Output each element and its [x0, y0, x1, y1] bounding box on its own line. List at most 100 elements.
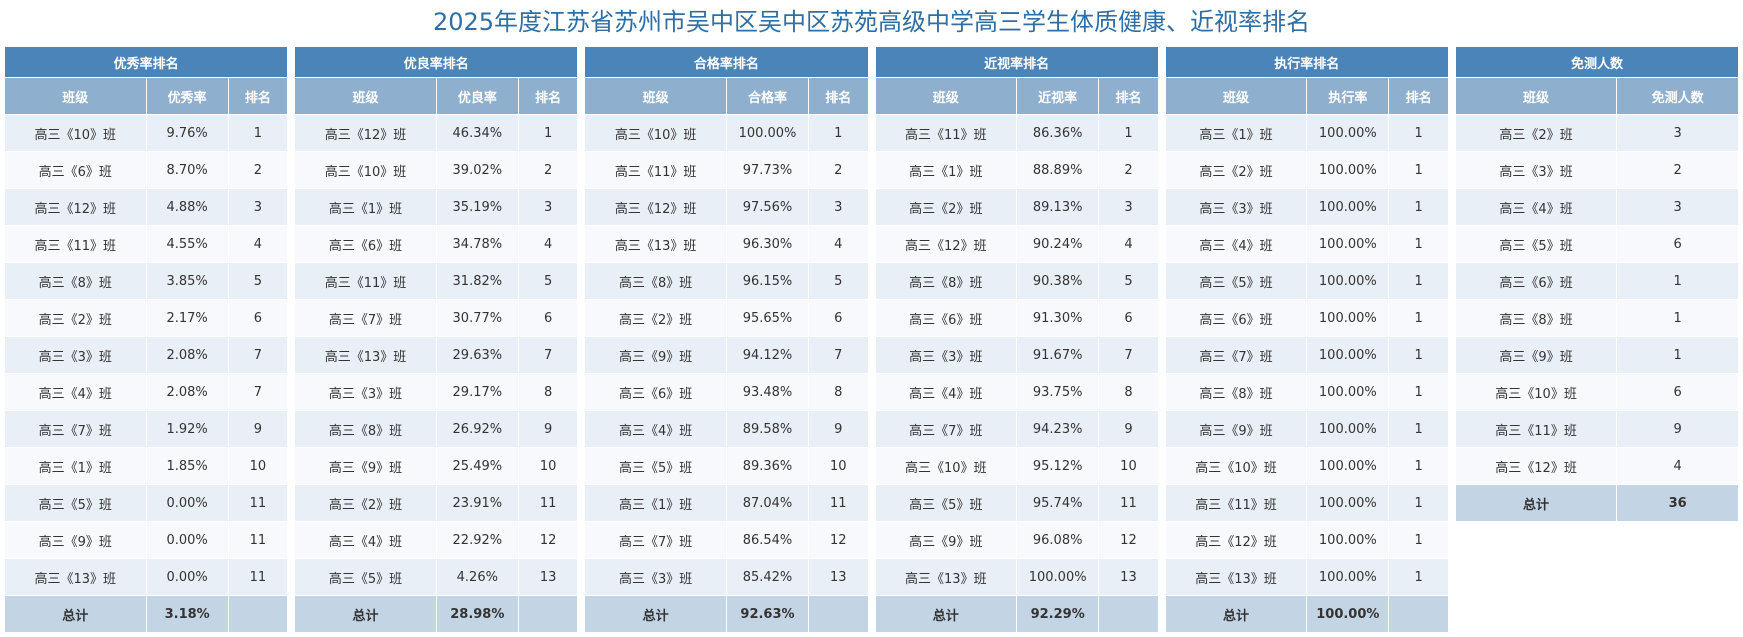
table-row: 高三《6》班 8.70% 2	[4, 151, 289, 189]
table-cell: 1	[517, 114, 579, 152]
table-row: 高三《4》班 100.00% 1	[1164, 225, 1449, 263]
table-row: 高三《3》班 2	[1454, 151, 1740, 189]
column-header: 班级	[1164, 77, 1308, 115]
table-cell: 11	[227, 521, 289, 559]
total-cell	[517, 595, 579, 633]
table-cell: 6	[808, 299, 869, 337]
table-cell: 3	[808, 188, 869, 226]
table-cell: 高三《9》班	[874, 521, 1018, 559]
table-row: 高三《11》班 9	[1454, 410, 1740, 448]
table-cell: 3	[1616, 188, 1740, 226]
table-cell: 高三《9》班	[294, 447, 437, 485]
table-cell: 5	[517, 262, 579, 300]
table-row: 高三《11》班 4.55% 4	[4, 225, 289, 263]
table-cell: 高三《4》班	[1454, 188, 1618, 226]
column-header: 排名	[517, 77, 579, 115]
table-row: 高三《8》班 3.85% 5	[4, 262, 289, 300]
table-cell: 35.19%	[435, 188, 519, 226]
column-header: 排名	[808, 77, 869, 115]
table-cell: 100.00%	[1306, 447, 1390, 485]
table-row: 高三《4》班 89.58% 9	[584, 410, 869, 448]
table-cell: 高三《2》班	[584, 299, 727, 337]
table-row: 高三《6》班 100.00% 1	[1164, 299, 1449, 337]
table-cell: 1	[1388, 336, 1449, 374]
table-row: 高三《12》班 90.24% 4	[874, 225, 1159, 263]
table-title: 合格率排名	[584, 46, 869, 78]
table-cell: 高三《2》班	[874, 188, 1018, 226]
table-cell: 2	[517, 151, 579, 189]
table-cell: 高三《8》班	[1164, 373, 1308, 411]
table-row: 高三《4》班 22.92% 12	[294, 521, 579, 559]
table-cell: 4.88%	[145, 188, 229, 226]
table-cell: 7	[227, 373, 289, 411]
table-cell: 39.02%	[435, 151, 519, 189]
table-cell: 高三《6》班	[874, 299, 1018, 337]
table-cell: 高三《4》班	[4, 373, 147, 411]
column-header: 优良率	[435, 77, 519, 115]
table-cell: 2	[1616, 151, 1740, 189]
table-row: 高三《11》班 31.82% 5	[294, 262, 579, 300]
table-cell: 5	[808, 262, 869, 300]
table-cell: 高三《6》班	[584, 373, 727, 411]
table-row: 高三《12》班 4.88% 3	[4, 188, 289, 226]
table-cell: 1	[1388, 188, 1449, 226]
ranking-table: 合格率排名 班级 合格率 排名 高三《10》班 100.00% 1 高三《11》班 97.73%…	[584, 46, 869, 633]
table-cell: 高三《5》班	[874, 484, 1018, 522]
table-cell: 3	[1616, 114, 1740, 152]
table-cell: 高三《2》班	[4, 299, 147, 337]
table-row: 高三《12》班 100.00% 1	[1164, 521, 1449, 559]
table-cell: 89.13%	[1016, 188, 1100, 226]
table-cell: 11	[517, 484, 579, 522]
total-row: 总计 3.18%	[4, 595, 289, 633]
table-row: 高三《1》班 35.19% 3	[294, 188, 579, 226]
table-title: 免测人数	[1454, 46, 1740, 78]
table-cell: 13	[1098, 558, 1159, 596]
table-cell: 1	[1098, 114, 1159, 152]
table-cell: 1	[1616, 299, 1740, 337]
total-cell: 100.00%	[1306, 595, 1390, 633]
table-row: 高三《13》班 96.30% 4	[584, 225, 869, 263]
table-cell: 10	[808, 447, 869, 485]
total-cell: 92.29%	[1016, 595, 1100, 633]
table-row: 高三《6》班 1	[1454, 262, 1740, 300]
ranking-table: 执行率排名 班级 执行率 排名 高三《1》班 100.00% 1 高三《2》班 100.00% 1…	[1164, 46, 1449, 633]
table-cell: 高三《2》班	[1164, 151, 1308, 189]
table-cell: 100.00%	[1306, 336, 1390, 374]
table-cell: 0.00%	[145, 558, 229, 596]
table-row: 高三《2》班 89.13% 3	[874, 188, 1159, 226]
table-cell: 29.17%	[435, 373, 519, 411]
table-cell: 高三《8》班	[874, 262, 1018, 300]
table-row: 高三《10》班 6	[1454, 373, 1740, 411]
table-cell: 34.78%	[435, 225, 519, 263]
table-cell: 25.49%	[435, 447, 519, 485]
table-cell: 高三《13》班	[4, 558, 147, 596]
table-row: 高三《3》班 91.67% 7	[874, 336, 1159, 374]
table-cell: 4	[808, 225, 869, 263]
total-row: 总计 28.98%	[294, 595, 579, 633]
table-row: 高三《9》班 1	[1454, 336, 1740, 374]
table-row: 高三《13》班 100.00% 1	[1164, 558, 1449, 596]
table-row: 高三《10》班 95.12% 10	[874, 447, 1159, 485]
table-cell: 100.00%	[1306, 262, 1390, 300]
table-cell: 96.30%	[725, 225, 810, 263]
table-cell: 88.89%	[1016, 151, 1100, 189]
column-header: 合格率	[725, 77, 810, 115]
table-cell: 9	[227, 410, 289, 448]
table-row: 高三《4》班 2.08% 7	[4, 373, 289, 411]
total-cell: 总计	[1454, 484, 1618, 522]
table-row: 高三《11》班 86.36% 1	[874, 114, 1159, 152]
table-cell: 96.08%	[1016, 521, 1100, 559]
table-cell: 高三《13》班	[584, 225, 727, 263]
table-cell: 4	[227, 225, 289, 263]
total-cell: 总计	[1164, 595, 1308, 633]
table-row: 高三《9》班 25.49% 10	[294, 447, 579, 485]
table-cell: 2	[227, 151, 289, 189]
table-row: 高三《6》班 93.48% 8	[584, 373, 869, 411]
table-cell: 高三《12》班	[294, 114, 437, 152]
table-cell: 高三《5》班	[584, 447, 727, 485]
table-cell: 高三《5》班	[1454, 225, 1618, 263]
column-header: 班级	[584, 77, 727, 115]
table-cell: 8.70%	[145, 151, 229, 189]
table-cell: 高三《7》班	[874, 410, 1018, 448]
table-row: 高三《1》班 88.89% 2	[874, 151, 1159, 189]
